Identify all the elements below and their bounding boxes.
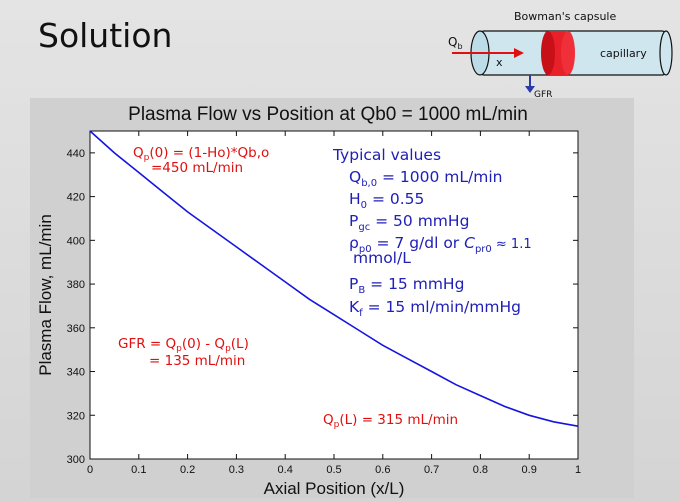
typical-qb0: Qb,0 = 1000 mL/min: [349, 168, 503, 189]
plasma-flow-chart: Plasma Flow vs Position at Qb0 = 1000 mL…: [36, 104, 581, 498]
gfr-annotation-line1: GFR = Qp(0) - Qp(L): [118, 336, 249, 354]
typical-pb: PB = 15 mmHg: [349, 275, 464, 296]
y-tick-label: 320: [67, 410, 85, 422]
flow-symbol: Qb: [448, 35, 463, 51]
typical-rho: ρp0 = 7 g/dl or Cpr0 ≈ 1.1: [349, 234, 532, 255]
x-tick-label: 0.5: [326, 464, 341, 476]
qp0-annotation-line1: Qp(0) = (1-Ho)*Qb,o: [133, 145, 269, 163]
qpl-annotation: Qp(L) = 315 mL/min: [323, 412, 458, 430]
gfr-arrow-head: [525, 86, 535, 93]
typical-values-heading: Typical values: [332, 146, 441, 164]
y-tick-label: 300: [67, 454, 85, 466]
x-tick-label: 0.6: [375, 464, 390, 476]
typical-rho-continued: mmol/L: [353, 249, 411, 267]
position-symbol: x: [496, 56, 503, 69]
x-tick-label: 0.7: [424, 464, 439, 476]
y-tick-label: 360: [67, 323, 85, 335]
x-tick-label: 0.4: [278, 464, 293, 476]
capsule-label: Bowman's capsule: [514, 10, 616, 23]
y-tick-label: 340: [67, 367, 85, 379]
typical-pgc: Pgc = 50 mmHg: [349, 212, 469, 233]
slide-title: Solution: [38, 16, 173, 55]
qp0-annotation-line2: =450 mL/min: [151, 160, 243, 176]
bowmans-capsule-diagram: Bowman's capsule Qb x capillary GFR: [448, 10, 673, 100]
gfr-label: GFR: [534, 90, 552, 100]
x-tick-label: 0: [87, 464, 93, 476]
x-tick-label: 0.2: [180, 464, 195, 476]
y-tick-label: 440: [67, 148, 85, 160]
capillary-band-edge-left: [541, 31, 555, 75]
y-tick-label: 420: [67, 192, 85, 204]
series-line-plasma-flow: [89, 130, 579, 427]
x-tick-label: 0.8: [473, 464, 488, 476]
capillary-band-edge-right: [561, 31, 575, 75]
y-tick-label: 380: [67, 279, 85, 291]
tick-group: 0 0.1 0.2 0.3 0.4 0.5 0.6 0.7 0.8 0.9 1 300 320 340 36…: [67, 131, 581, 476]
y-tick-label: 400: [67, 235, 85, 247]
x-tick-label: 0.9: [522, 464, 537, 476]
x-tick-label: 0.3: [229, 464, 244, 476]
gfr-annotation-line2: = 135 mL/min: [149, 353, 245, 369]
typical-kf: Kf = 15 ml/min/mmHg: [349, 298, 521, 319]
plot-area: [89, 130, 579, 460]
chart-title: Plasma Flow vs Position at Qb0 = 1000 mL…: [128, 104, 528, 125]
y-axis-label: Plasma Flow, mL/min: [36, 214, 55, 376]
x-axis-label: Axial Position (x/L): [264, 479, 405, 498]
capillary-label: capillary: [600, 47, 647, 60]
x-tick-label: 1: [575, 464, 581, 476]
capsule-end-right: [659, 30, 673, 76]
x-tick-label: 0.1: [131, 464, 146, 476]
typical-h0: H0 = 0.55: [349, 190, 424, 211]
flow-arrow-head: [514, 48, 524, 58]
